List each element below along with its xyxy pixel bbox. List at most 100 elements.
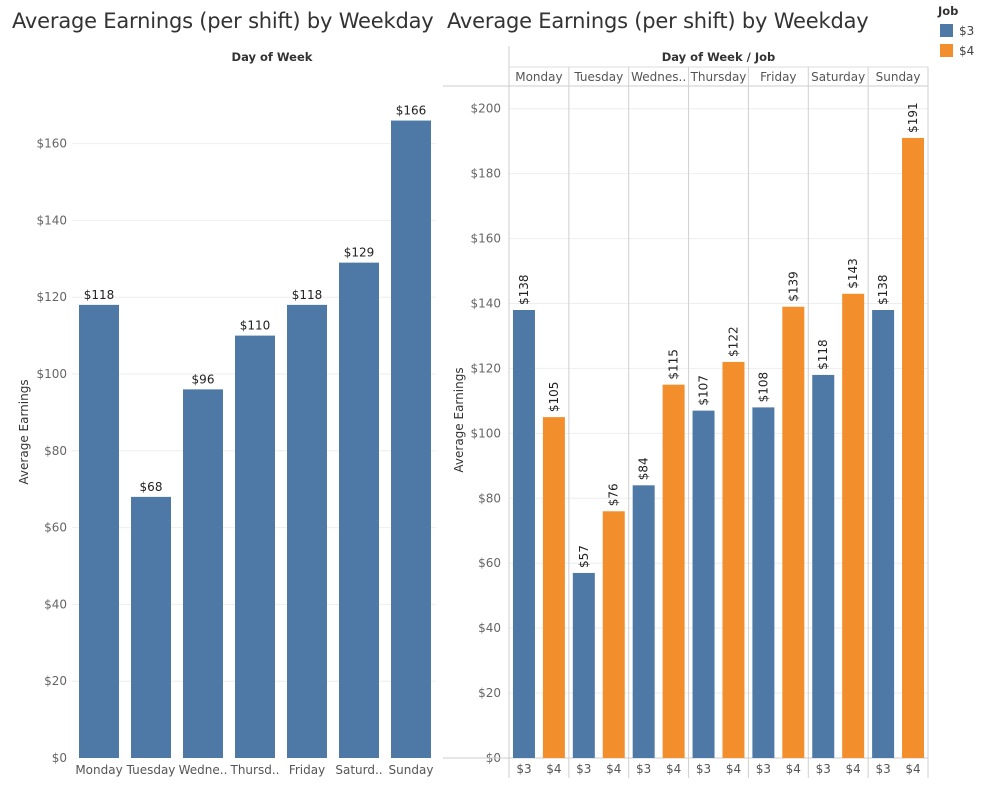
left-bar-5 [339, 262, 379, 758]
right-y-tick-label: $160 [470, 232, 501, 246]
left-x-tick-label: Wedne.. [179, 763, 228, 777]
right-bar-$4-6 [902, 137, 925, 759]
left-y-tick-label: $60 [44, 521, 67, 535]
right-bar-$3-4 [752, 407, 775, 758]
legend-label: $4 [959, 44, 974, 58]
right-bar-$3-3 [692, 410, 715, 758]
right-x-tick-label: $3 [516, 762, 531, 776]
left-x-tick-label: Monday [75, 763, 122, 777]
legend-label: $3 [959, 24, 974, 38]
left-x-tick-label: Tuesday [126, 763, 176, 777]
right-x-tick-label: $3 [756, 762, 771, 776]
right-bar-value-label: $138 [517, 274, 531, 305]
right-x-tick-label: $4 [606, 762, 621, 776]
right-chart-title: Average Earnings (per shift) by Weekday [447, 9, 869, 33]
left-bar-value-label: $110 [240, 319, 271, 333]
right-bar-value-label: $143 [846, 258, 860, 289]
left-y-tick-label: $20 [44, 674, 67, 688]
right-chart-header: Day of Week / Job [662, 50, 776, 64]
right-y-axis-title: Average Earnings [452, 367, 466, 472]
right-x-tick-label: $4 [666, 762, 681, 776]
right-bar-value-label: $191 [906, 102, 920, 133]
left-y-tick-label: $40 [44, 597, 67, 611]
left-bar-2 [183, 389, 223, 758]
right-x-tick-label: $3 [636, 762, 651, 776]
right-bar-value-label: $118 [816, 339, 830, 370]
right-x-tick-label: $3 [816, 762, 831, 776]
right-bar-value-label: $108 [756, 372, 770, 403]
right-column-header: Saturday [811, 70, 865, 84]
left-bar-value-label: $68 [140, 480, 163, 494]
right-bar-$3-0 [512, 310, 535, 758]
left-bar-value-label: $129 [344, 246, 375, 260]
right-x-tick-label: $4 [546, 762, 561, 776]
legend-swatch-0 [940, 24, 953, 37]
right-x-tick-label: $3 [576, 762, 591, 776]
left-chart-header: Day of Week [232, 50, 313, 64]
left-bar-value-label: $166 [396, 104, 427, 118]
left-bar-value-label: $118 [84, 288, 115, 302]
right-bar-$3-5 [812, 374, 835, 758]
right-bar-value-label: $122 [726, 326, 740, 357]
right-bar-$3-1 [572, 572, 595, 758]
right-bar-$3-6 [872, 310, 895, 758]
left-y-tick-label: $160 [36, 137, 67, 151]
right-bar-$4-4 [782, 306, 805, 758]
right-column-header: Sunday [876, 70, 921, 84]
right-bar-$4-5 [842, 293, 865, 758]
left-x-tick-label: Thursd.. [230, 763, 280, 777]
left-bar-1 [131, 496, 171, 758]
left-bar-value-label: $118 [292, 288, 323, 302]
left-x-tick-label: Sunday [389, 763, 434, 777]
legend-swatch-1 [940, 44, 953, 57]
right-column-header: Wednes.. [631, 70, 686, 84]
right-y-tick-label: $20 [478, 686, 501, 700]
right-x-tick-label: $4 [726, 762, 741, 776]
right-bar-$4-3 [722, 361, 745, 758]
right-y-tick-label: $100 [470, 426, 501, 440]
left-y-tick-label: $0 [52, 751, 67, 765]
right-bar-value-label: $107 [697, 375, 711, 406]
legend-title: Job [937, 4, 958, 18]
right-column-header: Thursday [690, 70, 747, 84]
right-bar-value-label: $84 [637, 457, 651, 480]
left-y-tick-label: $80 [44, 444, 67, 458]
left-y-tick-label: $120 [36, 290, 67, 304]
left-bar-0 [79, 304, 119, 758]
left-bar-6 [391, 120, 431, 758]
right-x-tick-label: $3 [875, 762, 890, 776]
left-x-tick-label: Saturd.. [335, 763, 382, 777]
right-column-header: Monday [515, 70, 562, 84]
right-y-tick-label: $200 [470, 102, 501, 116]
right-bar-$3-2 [632, 485, 655, 758]
left-x-tick-label: Friday [289, 763, 325, 777]
right-y-tick-label: $180 [470, 167, 501, 181]
left-chart-title: Average Earnings (per shift) by Weekday [12, 9, 434, 33]
right-bar-$4-0 [542, 417, 565, 758]
right-bar-value-label: $57 [577, 545, 591, 568]
right-x-tick-label: $4 [905, 762, 920, 776]
right-y-tick-label: $40 [478, 621, 501, 635]
right-column-header: Friday [760, 70, 796, 84]
right-bar-value-label: $139 [786, 271, 800, 302]
right-bar-value-label: $115 [667, 349, 681, 380]
left-y-tick-label: $100 [36, 367, 67, 381]
right-bar-$4-2 [662, 384, 685, 758]
right-y-tick-label: $60 [478, 556, 501, 570]
left-bar-3 [235, 335, 275, 758]
right-x-tick-label: $3 [696, 762, 711, 776]
left-bar-value-label: $96 [192, 372, 215, 386]
right-x-tick-label: $4 [846, 762, 861, 776]
right-bar-value-label: $138 [876, 274, 890, 305]
left-y-tick-label: $140 [36, 213, 67, 227]
left-bar-4 [287, 304, 327, 758]
right-y-tick-label: $140 [470, 297, 501, 311]
left-y-axis-title: Average Earnings [17, 379, 31, 484]
right-y-tick-label: $120 [470, 361, 501, 375]
right-x-tick-label: $4 [786, 762, 801, 776]
right-bar-value-label: $76 [607, 483, 621, 506]
right-y-tick-label: $80 [478, 491, 501, 505]
right-bar-$4-1 [602, 511, 625, 758]
right-column-header: Tuesday [573, 70, 623, 84]
